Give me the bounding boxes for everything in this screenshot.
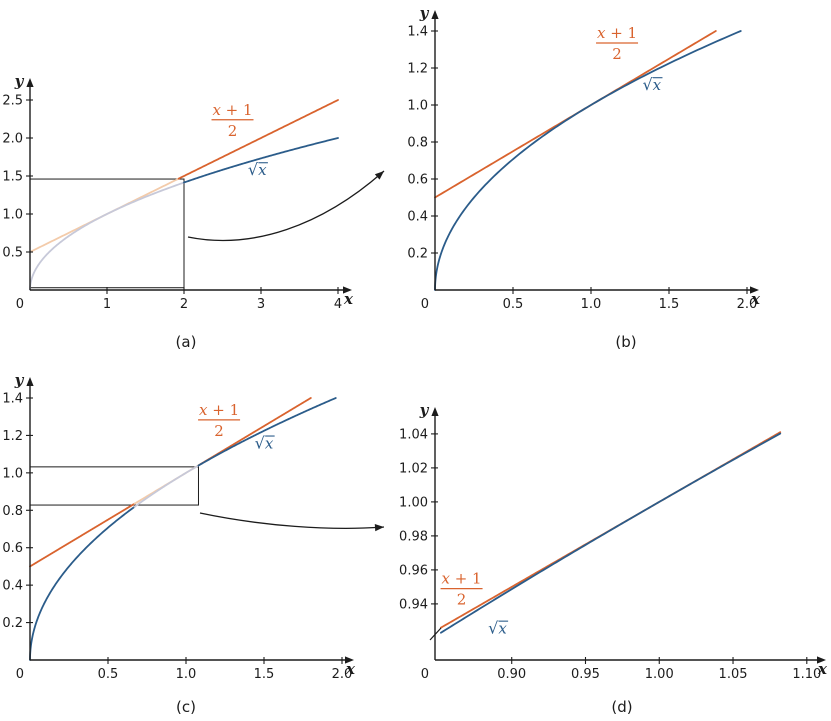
y-axis-label: y: [419, 401, 430, 419]
y-tick-label: 1.0: [2, 208, 23, 223]
x-tick-label: 1.5: [659, 297, 680, 312]
y-tick-label: 1.5: [2, 170, 23, 185]
x-axis-arrow: [817, 656, 826, 664]
sqrt-curve-faded: [133, 464, 200, 508]
chart-svg-c: 0.5 1.0 1.5 2.0 0.2 0.4 0.6 0.8 1.0 1.2 1.4 0 x y x + …: [2, 371, 385, 682]
chart-svg-b: 0.5 1.0 1.5 2.0 0.2 0.4 0.6 0.8 1.0 1.2 1.4 0 x y x + …: [407, 4, 761, 312]
inset-arrow: [199, 512, 385, 529]
y-axis-label: y: [419, 4, 430, 22]
sqrt-curve-faded: [29, 181, 185, 291]
tangent-line: [29, 502, 136, 568]
tangent-label-numerator: x + 1: [441, 570, 481, 588]
y-tick-label: 0.5: [2, 246, 23, 261]
panel-a-caption: (a): [175, 333, 197, 351]
y-tick-label: 0.94: [399, 597, 428, 612]
y-tick-label: 0.2: [407, 247, 428, 262]
x-tick-label: 0.5: [503, 297, 524, 312]
panel-b-caption: (b): [615, 333, 637, 351]
x-tick-label: 3: [257, 297, 265, 312]
sqrt-curve: [29, 505, 136, 661]
x-tick-label: 4: [334, 297, 342, 312]
x-tick-label: 2.0: [737, 297, 758, 312]
tangent-label-denominator: 2: [228, 122, 238, 140]
y-tick-label: 0.8: [2, 504, 23, 519]
x-tick-label: 1.00: [645, 667, 674, 682]
zoom-rect: [29, 178, 185, 289]
x-tick-label: 1.05: [719, 667, 748, 682]
y-tick-label: 1.0: [407, 99, 428, 114]
sqrt-label: √x: [488, 619, 507, 638]
tangent-label-numerator: x + 1: [212, 101, 252, 119]
y-tick-label: 1.00: [399, 495, 428, 510]
x-tick-label: 1.0: [581, 297, 602, 312]
panel-d-caption: (d): [611, 698, 633, 716]
sqrt-label: √x: [255, 434, 274, 453]
tangent-label-numerator: x + 1: [597, 24, 637, 42]
y-tick-label: 0.6: [2, 541, 23, 556]
tangent-label-denominator: 2: [612, 45, 622, 63]
inset-arrow-head: [374, 524, 384, 532]
y-axis-label: y: [14, 371, 25, 389]
origin-label: 0: [421, 667, 429, 682]
y-tick-label: 0.6: [407, 173, 428, 188]
panel-c-caption: (c): [176, 698, 196, 716]
y-tick-label: 2.5: [2, 94, 23, 109]
x-axis-label: x: [750, 290, 761, 308]
y-tick-label: 1.4: [407, 25, 428, 40]
sqrt-curve: [183, 137, 339, 184]
x-axis-label: x: [817, 660, 828, 678]
y-tick-label: 0.2: [2, 616, 23, 631]
tangent-label-denominator: 2: [214, 422, 224, 440]
x-axis-label: x: [345, 660, 356, 678]
y-tick-label: 0.98: [399, 529, 428, 544]
y-axis-arrow: [431, 407, 439, 416]
y-axis-arrow: [26, 78, 34, 87]
y-tick-label: 1.2: [407, 62, 428, 77]
y-axis-arrow: [431, 10, 439, 19]
tangent-label-numerator: x + 1: [199, 401, 239, 419]
sqrt-label: √x: [642, 75, 661, 94]
origin-label: 0: [16, 667, 24, 682]
y-tick-label: 1.2: [2, 429, 23, 444]
x-tick-label: 0.90: [497, 667, 526, 682]
inset-arrow: [187, 170, 385, 242]
y-tick-label: 1.4: [2, 392, 23, 407]
y-tick-label: 1.02: [399, 461, 428, 476]
x-tick-label: 1: [103, 297, 111, 312]
tangent-line: [177, 99, 339, 180]
y-axis-arrow: [26, 377, 34, 386]
x-tick-label: 1.0: [176, 667, 197, 682]
x-axis-label: x: [343, 290, 354, 308]
y-tick-label: 2.0: [2, 132, 23, 147]
y-tick-label: 0.4: [407, 210, 428, 225]
origin-label: 0: [16, 297, 24, 312]
axis-break-icon: [429, 627, 442, 641]
y-tick-label: 0.4: [2, 579, 23, 594]
sqrt-curve: [197, 397, 337, 467]
y-tick-label: 1.0: [2, 466, 23, 481]
sqrt-curve: [440, 432, 782, 634]
x-tick-label: 1.5: [254, 667, 275, 682]
inset-arrow-head: [374, 171, 384, 180]
x-tick-label: 0.5: [98, 667, 119, 682]
x-axis-arrow: [343, 286, 352, 294]
tangent-label-denominator: 2: [457, 591, 467, 609]
sqrt-label: √x: [248, 160, 267, 179]
origin-label: 0: [421, 297, 429, 312]
x-axis-arrow: [345, 656, 354, 664]
x-tick-label: 1.10: [792, 667, 821, 682]
y-tick-label: 0.8: [407, 136, 428, 151]
chart-svg-a: 1 2 3 4 0.5 1.0 1.5 2.0 2.5 0 x y x + 1 2 √x: [2, 72, 385, 312]
y-tick-label: 0.96: [399, 563, 428, 578]
sqrt-curve: [434, 30, 742, 291]
x-tick-label: 2.0: [332, 667, 353, 682]
x-axis-arrow: [750, 286, 759, 294]
x-tick-label: 0.95: [571, 667, 600, 682]
zoom-rect: [29, 466, 199, 506]
chart-svg-d: 0.90 0.95 1.00 1.05 1.10 0.94 0.96 0.98 1.00 1.02…: [399, 401, 828, 682]
y-axis-label: y: [14, 72, 25, 90]
x-tick-label: 2: [180, 297, 188, 312]
y-tick-label: 1.04: [399, 427, 428, 442]
